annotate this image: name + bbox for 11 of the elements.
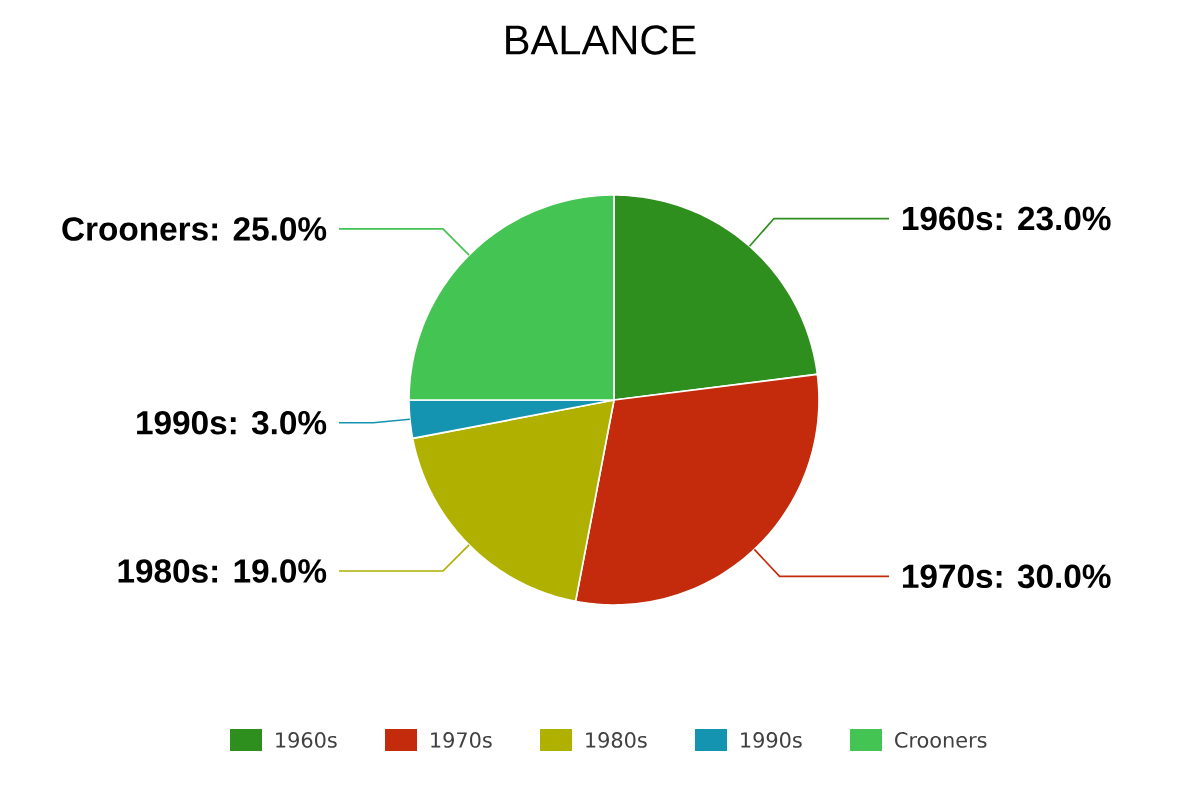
chart-title: BALANCE — [506, 25, 696, 55]
legend-label: Crooners — [895, 732, 987, 748]
legend-label: 1970s — [431, 732, 492, 748]
legend-label: 1990s — [741, 732, 802, 748]
legend-label: 1980s — [586, 732, 647, 748]
data-label: 1970s: 30.0% — [902, 564, 1111, 589]
data-label: 1980s: 19.0% — [118, 559, 327, 583]
data-label: Crooners: 25.0% — [62, 217, 327, 241]
data-label: 1990s: 3.0% — [137, 410, 327, 435]
data-label: 1960s: 23.0% — [902, 206, 1111, 231]
legend-label: 1960s — [276, 732, 337, 748]
